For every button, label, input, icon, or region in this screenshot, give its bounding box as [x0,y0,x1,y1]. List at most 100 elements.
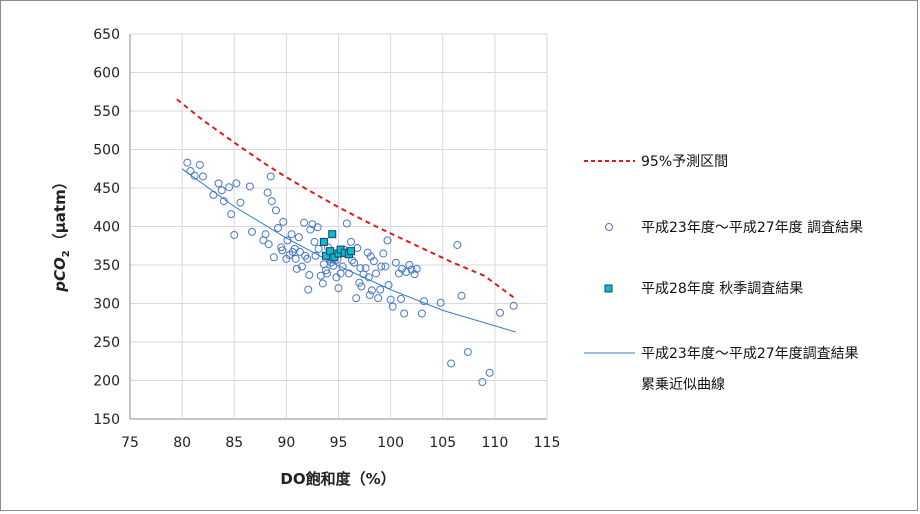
survey-h23-27-point [264,240,273,249]
survey-h23-27-point [376,285,385,294]
survey-h23-27-point [336,269,345,278]
legend-label-prediction: 95%予測区間 [641,154,728,170]
survey-h23-27-point [496,308,505,317]
survey-h23-27-point [391,258,400,267]
survey-h23-27-point [361,264,370,273]
survey-h28-point [328,230,337,239]
survey-h23-27-point [372,269,381,278]
data-marks [176,98,518,387]
survey-h28-point [319,237,328,246]
survey-h23-27-point [313,223,322,232]
y-tick-label: 550 [93,104,120,120]
survey-h23-27-point [347,237,356,246]
y-axis-title: pCO2 （μatm） [51,174,72,292]
survey-h23-27-point [247,227,256,236]
legend-label-survey-h23-27: 平成23年度～平成27年度 調査結果 [641,220,863,236]
survey-h23-27-point [183,158,192,167]
survey-h23-27-point [478,378,487,387]
y-axis-title-main: pCO [51,257,69,293]
y-tick-label: 300 [93,297,120,313]
survey-h23-27-point [300,218,309,227]
x-tick-label: 75 [121,435,139,451]
survey-h23-27-point [334,284,343,293]
survey-h23-27-point [457,291,466,300]
survey-h23-27-point [271,206,280,215]
y-tick-label: 200 [93,374,120,390]
survey-h28-point [326,247,335,256]
survey-h23-27-point [355,278,364,287]
power-fit-line [181,168,516,333]
survey-h23-27-point [291,254,300,263]
survey-h23-27-point [245,182,254,191]
tick-labels: 150 200 250 300 350 400 450 500 550 600 650 75 80 85 9… [93,27,560,451]
survey-h23-27-point [225,183,234,192]
survey-h23-27-point [278,246,287,255]
survey-h23-27-point [342,219,351,228]
x-tick-label: 85 [225,435,243,451]
x-tick-label: 105 [429,435,456,451]
x-tick-label: 80 [173,435,191,451]
x-tick-label: 90 [277,435,295,451]
survey-h23-27-point [232,179,241,188]
survey-h23-27-point [230,230,239,239]
survey-h23-27-point [377,262,386,271]
y-tick-label: 650 [93,27,120,43]
survey-h23-27-point [263,188,272,197]
survey-h23-27-point [295,247,304,256]
survey-h23-27-point [344,269,353,278]
survey-h23-27-point [303,254,312,263]
y-tick-label: 500 [93,143,120,159]
survey-h23-27-point [356,264,365,273]
survey-h23-27-point [388,302,397,311]
survey-h23-27-point [198,172,207,181]
survey-h23-27-point [410,270,419,279]
survey-h23-27-point [269,253,278,262]
survey-h23-27-point [287,230,296,239]
survey-h23-27-point [386,295,395,304]
y-tick-label: 450 [93,181,120,197]
survey-h23-27-point [374,294,383,303]
survey-h23-27-point [319,260,328,269]
survey-h23-27-point [509,301,518,310]
y-tick-label: 150 [93,412,120,428]
survey-h23-27-point [364,273,373,282]
survey-h23-27-point [463,348,472,357]
survey-h23-27-point [357,282,366,291]
survey-h23-27-point [379,249,388,258]
survey-h23-27-point [304,285,313,294]
survey-h23-27-point [266,172,275,181]
survey-h23-27-point [381,262,390,271]
survey-h28-point [321,251,330,260]
survey-h23-27-point [279,217,288,226]
survey-h23-27-point [298,262,307,271]
survey-h23-27-point [267,197,276,206]
survey-h23-27-point [485,368,494,377]
x-tick-label: 115 [534,435,561,451]
survey-h23-27-point [447,359,456,368]
survey-h23-27-point [366,252,375,261]
y-axis-title-subscript: 2 [61,250,72,257]
survey-h23-27-point [417,309,426,318]
x-axis-title: DO飽和度（%） [280,470,395,488]
survey-h23-27-point [405,261,414,269]
survey-h23-27-point [352,294,361,303]
y-tick-label: 250 [93,335,120,351]
survey-h23-27-point [412,264,421,273]
survey-h23-27-point [314,244,323,253]
x-tick-label: 95 [330,435,348,451]
survey-h23-27-point [436,298,445,307]
survey-h23-27-point [400,309,409,318]
survey-h23-27-point [398,264,407,273]
legend: 95%予測区間 平成23年度～平成27年度 調査結果 平成28年度 秋季調査結果… [584,154,863,393]
survey-h23-27-point [294,233,303,242]
survey-h23-27-point [350,258,359,267]
survey-h28-point [347,247,356,256]
survey-h23-27-point [453,240,462,249]
legend-swatch-survey-h23-27 [605,223,613,231]
survey-h23-27-point [214,179,223,188]
x-tick-label: 100 [377,435,404,451]
survey-h23-27-point [236,198,245,207]
x-tick-label: 110 [482,435,509,451]
